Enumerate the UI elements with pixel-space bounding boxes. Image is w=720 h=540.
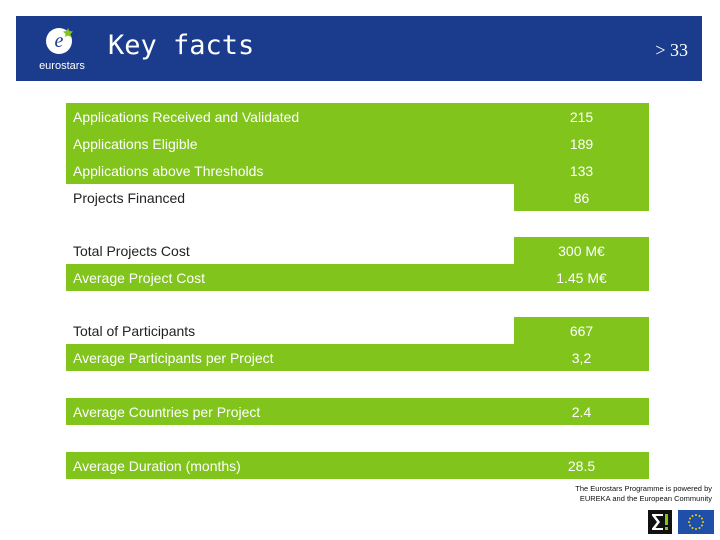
footer-line-2: EUREKA and the European Community: [579, 494, 712, 503]
fact-value: 2.4: [514, 398, 649, 425]
fact-row-projects-financed: Projects Financed 86: [66, 184, 649, 211]
fact-label: Applications above Thresholds: [66, 157, 514, 184]
fact-value: 215: [514, 103, 649, 130]
fact-value: 133: [514, 157, 649, 184]
svg-text:e: e: [55, 30, 64, 52]
fact-row-average-countries: Average Countries per Project 2.4: [66, 398, 649, 425]
eurostars-logo: e eurostars: [22, 26, 102, 76]
footer-line-1: The Eurostars Programme is powered by: [575, 484, 712, 493]
page-number: > 33: [655, 40, 688, 60]
fact-label: Projects Financed: [66, 184, 514, 211]
header-bar: e eurostars Key facts > 33: [16, 16, 702, 81]
fact-label: Average Countries per Project: [66, 398, 514, 425]
eurostars-e-icon: e: [46, 28, 73, 54]
fact-row-total-participants: Total of Participants 667: [66, 317, 649, 344]
fact-value: 1.45 M€: [514, 264, 649, 291]
fact-value: 28.5: [514, 452, 649, 479]
fact-value: 3,2: [514, 344, 649, 371]
fact-value: 667: [514, 317, 649, 344]
fact-row-applications-eligible: Applications Eligible 189: [66, 130, 649, 157]
fact-row-average-participants: Average Participants per Project 3,2: [66, 344, 649, 371]
fact-label: Applications Received and Validated: [66, 103, 514, 130]
fact-value: 86: [514, 184, 649, 211]
fact-value: 189: [514, 130, 649, 157]
page-title: Key facts: [108, 30, 255, 61]
fact-row-applications-received: Applications Received and Validated 215: [66, 103, 649, 130]
fact-row-average-duration: Average Duration (months) 28.5: [66, 452, 649, 479]
logo-text: eurostars: [39, 60, 85, 72]
fact-label: Average Project Cost: [66, 264, 514, 291]
footer-credit: The Eurostars Programme is powered by EU…: [512, 484, 712, 504]
fact-label: Total Projects Cost: [66, 237, 514, 264]
fact-row-applications-above-thresholds: Applications above Thresholds 133: [66, 157, 649, 184]
fact-label: Average Duration (months): [66, 452, 514, 479]
fact-label: Total of Participants: [66, 317, 514, 344]
fact-value: 300 M€: [514, 237, 649, 264]
fact-label: Average Participants per Project: [66, 344, 514, 371]
eu-flag-icon: [678, 510, 714, 534]
eureka-sigma-icon: [648, 510, 672, 534]
fact-row-average-project-cost: Average Project Cost 1.45 M€: [66, 264, 649, 291]
fact-row-total-projects-cost: Total Projects Cost 300 M€: [66, 237, 649, 264]
fact-label: Applications Eligible: [66, 130, 514, 157]
